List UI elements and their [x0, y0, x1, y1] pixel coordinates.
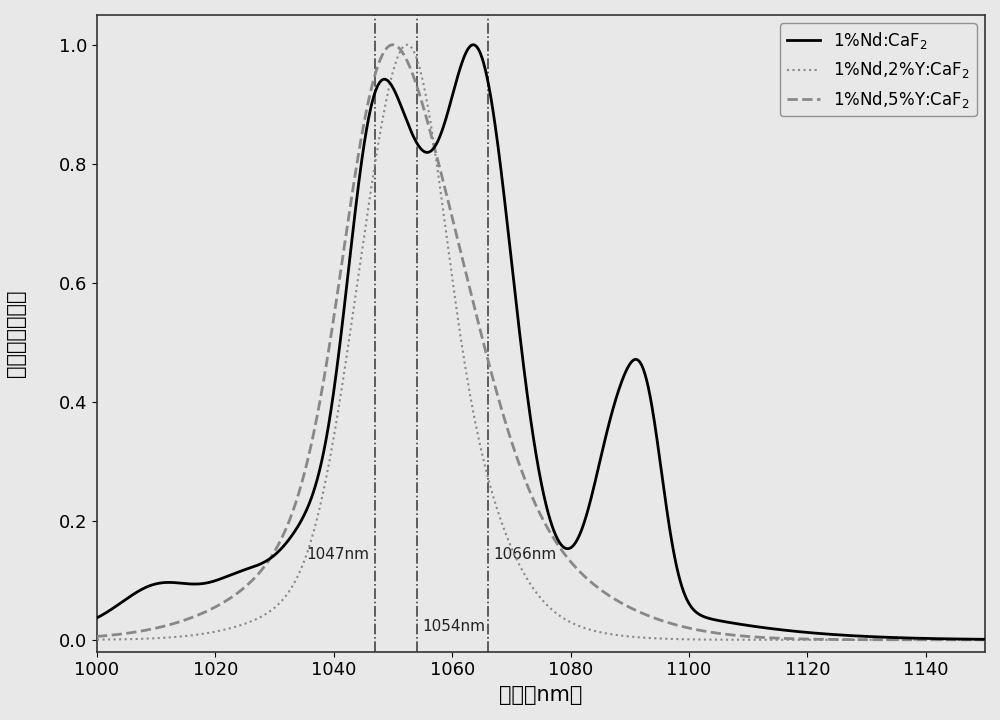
Text: 1066nm: 1066nm: [494, 547, 557, 562]
X-axis label: 波长（nm）: 波长（nm）: [499, 685, 583, 705]
Text: 1047nm: 1047nm: [306, 547, 369, 562]
Text: 1054nm: 1054nm: [423, 619, 486, 634]
Y-axis label: 归一化发射屁谱: 归一化发射屁谱: [6, 289, 26, 377]
Legend: 1%Nd:CaF$_2$, 1%Nd,2%Y:CaF$_2$, 1%Nd,5%Y:CaF$_2$: 1%Nd:CaF$_2$, 1%Nd,2%Y:CaF$_2$, 1%Nd,5%Y…: [780, 23, 977, 117]
